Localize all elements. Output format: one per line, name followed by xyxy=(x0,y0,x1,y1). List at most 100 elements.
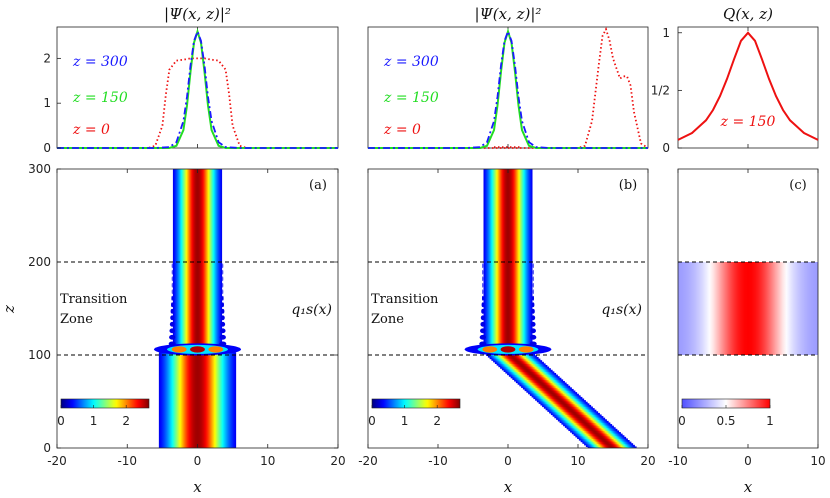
ripple xyxy=(532,269,534,275)
series-line-z-150 xyxy=(57,28,338,149)
beam-strip xyxy=(542,404,592,408)
panel-bottom-a: -20 -10 0 10 20 x (a) 0 1 2 Transition Zone q₁s(x) 0 1… xyxy=(0,162,346,496)
ripple xyxy=(220,321,226,327)
beam-strip xyxy=(517,382,567,385)
panel-top-c: Q(x, z) 0 1/2 1 z = 150 xyxy=(651,5,819,155)
ripple xyxy=(479,341,487,347)
series-line-z-150 xyxy=(677,31,819,141)
x-tick-label: 10 xyxy=(570,454,585,468)
beam-strip xyxy=(507,372,557,376)
colorbar-tick-label: 1 xyxy=(90,414,98,428)
panel-top-b: |Ψ(x, z)|² z = 300 z = 150 z = 0 xyxy=(367,5,649,149)
beam-strip xyxy=(489,356,539,360)
beam-strip xyxy=(577,436,627,440)
ripple xyxy=(532,263,534,269)
transition-lobe xyxy=(208,346,224,353)
ripple xyxy=(481,302,485,308)
annotation-q1s: q₁s(x) xyxy=(291,302,332,318)
transition-lobe xyxy=(500,346,516,353)
beam-strip xyxy=(578,438,628,441)
ripple xyxy=(529,341,537,347)
ripple xyxy=(171,282,173,288)
series-line-z-0 xyxy=(368,26,649,149)
y-tick-label: 0 xyxy=(43,141,51,155)
ripple xyxy=(222,263,224,269)
beam-strip xyxy=(575,435,625,438)
y-tick-label: 0 xyxy=(43,441,51,455)
colorbar-tick-label: 0.5 xyxy=(716,414,735,428)
series-line-z-300 xyxy=(57,28,338,149)
beam-strip xyxy=(543,406,593,409)
colorbar xyxy=(371,398,461,409)
y-tick-label: 200 xyxy=(28,255,51,269)
ripple xyxy=(219,341,227,347)
beam-strip xyxy=(545,408,595,411)
y-tick-label: 2 xyxy=(43,51,51,65)
beam-lower-slanted xyxy=(484,352,637,448)
x-axis-label: x xyxy=(504,478,513,496)
ripple xyxy=(221,308,225,314)
panel-bottom-c: -10 0 10 x (c) 0 0.5 1 xyxy=(668,168,826,496)
beam-strip xyxy=(508,374,558,377)
ripple xyxy=(171,269,173,275)
beam-strip xyxy=(529,393,579,396)
plot-frame xyxy=(56,26,339,149)
beam-strip xyxy=(587,446,637,448)
panel-label: (c) xyxy=(789,178,806,193)
beam-strip xyxy=(568,428,618,432)
beam-strip xyxy=(535,398,585,401)
heatmap-area xyxy=(464,169,637,448)
beam-strip xyxy=(563,424,613,427)
plot-frame xyxy=(367,26,649,149)
x-axis-label: x xyxy=(193,478,202,496)
beam-strip xyxy=(524,388,574,392)
beam-strip xyxy=(500,366,550,369)
ripple xyxy=(531,302,535,308)
beam-strip xyxy=(559,420,609,424)
ripple xyxy=(171,276,173,282)
series-line-z-300 xyxy=(368,28,648,149)
ripple xyxy=(221,295,224,301)
beam-strip xyxy=(573,433,623,436)
transition-lobe xyxy=(171,346,187,353)
annotation-transition: Transition xyxy=(371,292,439,307)
legend-entry: z = 0 xyxy=(72,122,110,138)
panel-label: (a) xyxy=(309,178,327,193)
beam-strip xyxy=(510,376,560,379)
ripple xyxy=(171,263,173,269)
beam-strip xyxy=(550,412,600,416)
ripple xyxy=(482,276,484,282)
beam-strip xyxy=(584,443,634,446)
beam-strip xyxy=(526,390,576,393)
beam-strip xyxy=(549,411,599,414)
legend-entry: z = 150 xyxy=(383,90,439,106)
beam-strip xyxy=(570,430,620,433)
x-axis-label: x xyxy=(744,478,753,496)
beam-strip xyxy=(519,384,569,387)
ripple xyxy=(532,276,534,282)
beam-strip xyxy=(522,387,572,390)
legend-entry: z = 150 xyxy=(72,90,128,106)
beam-strip xyxy=(494,361,544,364)
beam-strip xyxy=(580,440,630,443)
curve-annotation: z = 150 xyxy=(720,114,776,130)
x-tick-label: 0 xyxy=(194,454,202,468)
x-tick-label: 0 xyxy=(504,454,512,468)
ripple xyxy=(481,308,485,314)
ripple xyxy=(221,302,224,308)
beam-strip xyxy=(498,364,548,368)
beam-strip xyxy=(538,401,588,404)
legend-entry: z = 300 xyxy=(72,54,128,70)
panel-top-a: |Ψ(x, z)|² 0 1 2 z = 300 z = 150 z = 0 xyxy=(43,5,339,155)
legend-entry: z = 0 xyxy=(383,122,421,138)
beam-strip xyxy=(556,417,606,420)
ripple xyxy=(532,282,534,288)
beam-strip xyxy=(503,369,553,372)
ripple xyxy=(222,276,224,282)
transition-lobe xyxy=(190,346,205,353)
legend-entry: z = 300 xyxy=(383,54,439,70)
beam-strip xyxy=(515,380,565,384)
beam-strip xyxy=(547,409,597,412)
beam-strip xyxy=(554,416,604,419)
x-tick-label: 20 xyxy=(640,454,655,468)
